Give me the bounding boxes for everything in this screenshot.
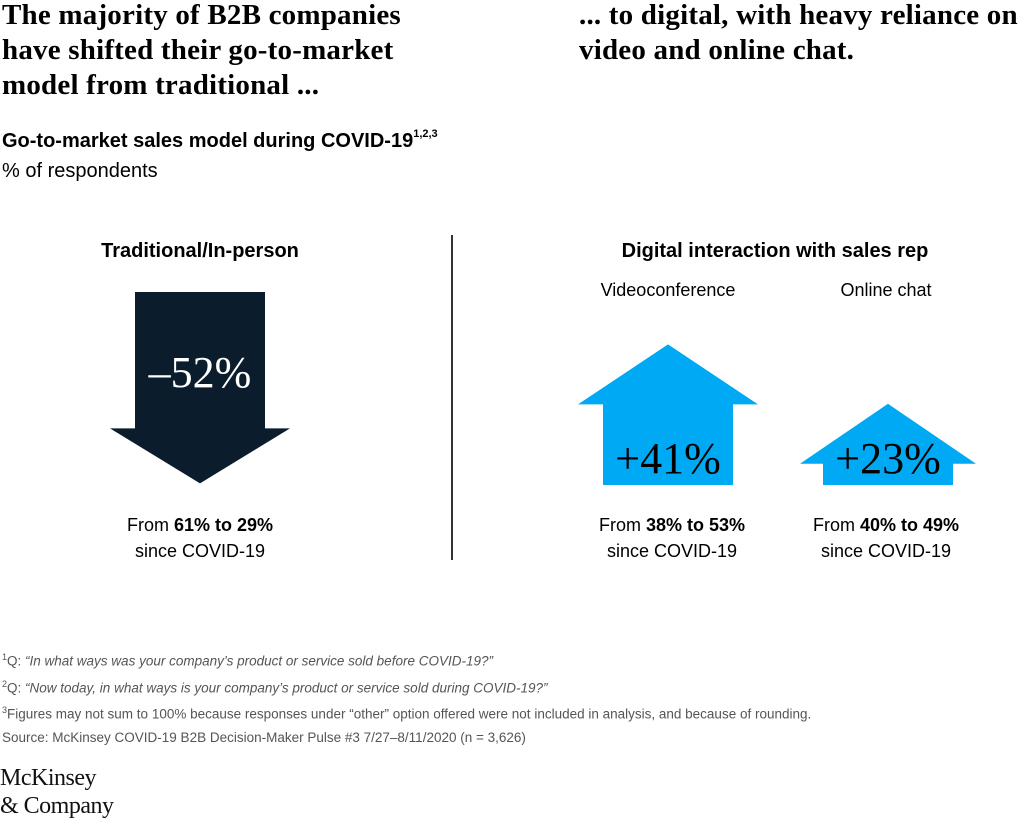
headline-left: The majority of B2B companies have shift… [2,0,401,101]
note-range: 38% to 53% [645,515,746,535]
chart-title-footnote-marks: 1,2,3 [413,128,438,141]
footnote-mark-3: 3 [2,705,8,715]
change-label-videoconference: +41% [615,434,720,483]
arrow-videoconference [578,344,758,485]
footnote-2-text: “Now today, in what ways is your company… [25,680,548,695]
arrow-traditional-in-person [110,292,290,484]
footnote-3: 3Figures may not sum to 100% because res… [2,699,811,726]
mckinsey-logo: McKinsey & Company [0,764,114,820]
note-range: 61% to 29% [173,515,274,535]
note-online-chat: From 40% to 49% since COVID-19 [766,512,1006,564]
bar-label-videoconference: Videoconference [600,280,736,300]
section-label-traditional: Traditional/In-person [101,240,299,262]
footnote-3-text: Figures may not sum to 100% because resp… [7,706,812,722]
note-traditional: From 61% to 29% since COVID-19 [80,512,320,564]
chart-unit: % of respondents [2,160,158,182]
logo-line-1: McKinsey [0,765,96,791]
footnote-2: 2Q: “Now today, in what ways is your com… [2,673,811,700]
headline-right: ... to digital, with heavy reliance on v… [579,0,1018,66]
footnote-1-text: “In what ways was your company’s product… [25,653,493,669]
note-prefix: From [126,515,174,535]
note-since: since COVID-19 [820,541,952,561]
chart-title: Go-to-market sales model during COVID-19… [2,128,438,153]
chart-title-text: Go-to-market sales model during COVID-19 [2,130,414,152]
note-range: 40% to 49% [859,515,960,535]
footnotes: 1Q: “In what ways was your company’s pro… [2,646,811,749]
change-label-traditional-in-person: –52% [148,348,252,397]
note-videoconference: From 38% to 53% since COVID-19 [552,512,792,564]
change-label-online-chat: +23% [835,434,940,483]
footnote-1-prefix: Q: [7,653,26,669]
footnote-2-prefix: Q: [7,680,26,695]
section-label-digital: Digital interaction with sales rep [621,240,929,262]
bar-label-online-chat: Online chat [840,280,932,300]
arrow-online-chat [800,403,976,485]
footnote-mark-1: 1 [2,652,8,662]
note-prefix: From [598,515,646,535]
source-note: Source: McKinsey COVID-19 B2B Decision-M… [2,729,526,745]
note-since: since COVID-19 [606,541,738,561]
note-prefix: From [812,515,860,535]
note-since: since COVID-19 [134,541,266,561]
logo-line-2: & Company [0,793,114,819]
footnote-1: 1Q: “In what ways was your company’s pro… [2,646,811,673]
section-divider [451,235,453,560]
footnote-mark-2: 2 [2,678,8,689]
